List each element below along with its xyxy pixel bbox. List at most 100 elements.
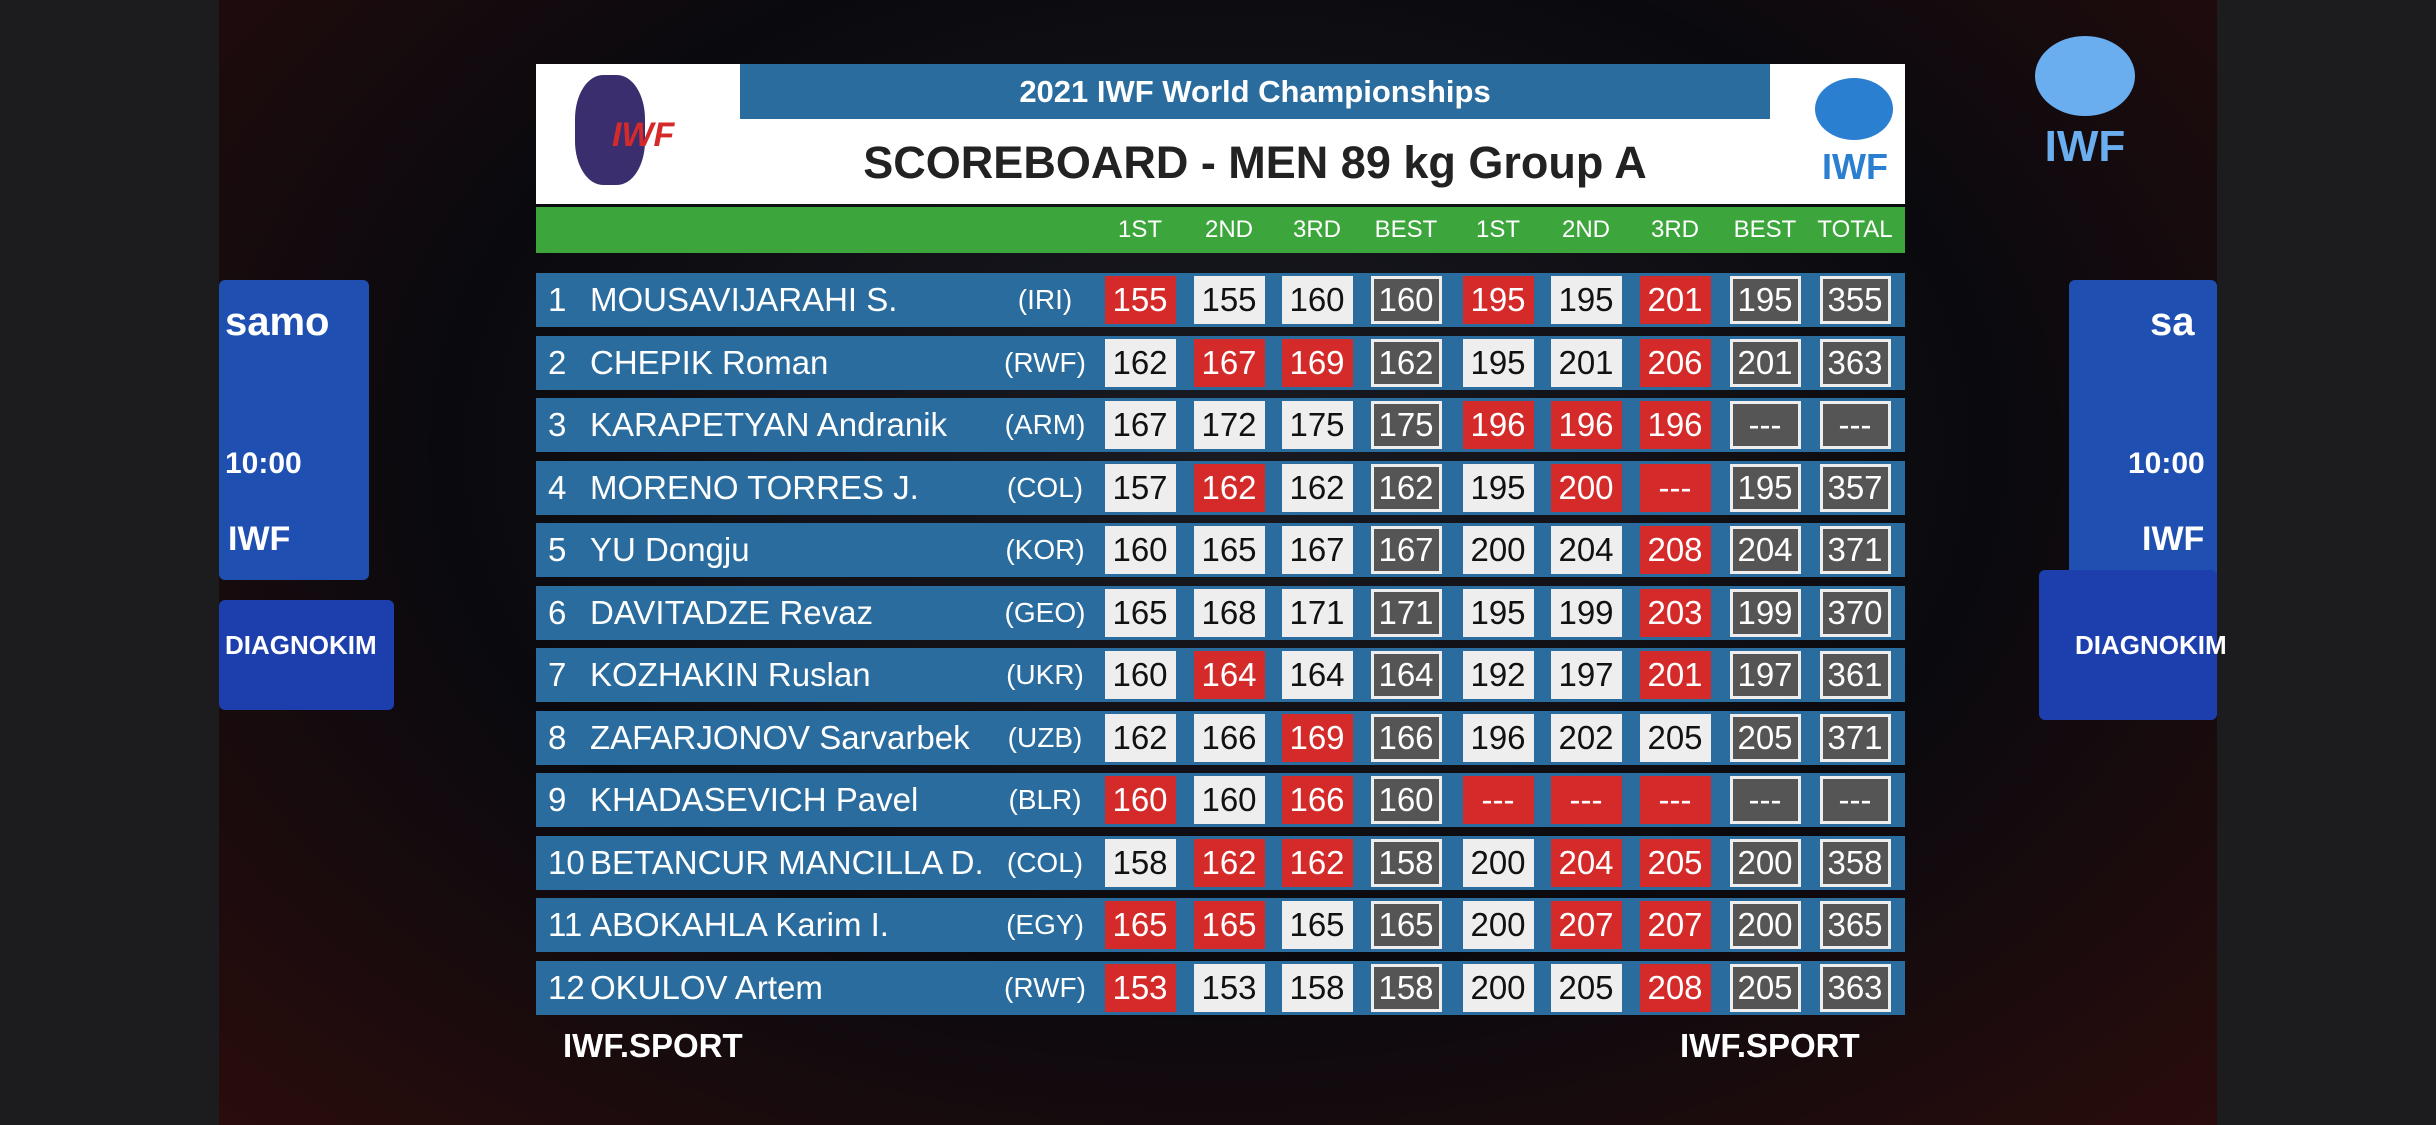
country: (IRI): [1017, 284, 1073, 315]
snatch-attempt: 165: [1193, 901, 1265, 949]
column-header: BEST: [1374, 216, 1438, 243]
cj-best: 204: [1729, 526, 1801, 574]
cj-best: 205: [1729, 713, 1801, 762]
total: 370: [1819, 588, 1891, 637]
banner-text: IWF: [2142, 520, 2205, 558]
banner-text: sa: [2150, 300, 2195, 344]
banner-text: samo: [225, 300, 330, 344]
athlete-name: KARAPETYAN Andranik: [590, 406, 948, 443]
rank: 12: [548, 968, 585, 1006]
snatch-attempt: 169: [1281, 713, 1353, 762]
country: (UKR): [1006, 659, 1084, 690]
cj-best: 205: [1729, 963, 1801, 1012]
banner-text: DIAGNOKIM: [225, 630, 377, 660]
snatch-attempt: 166: [1193, 713, 1265, 762]
cj-attempt: 201: [1639, 651, 1711, 699]
cj-attempt: ---: [1639, 463, 1711, 512]
corner-logo-text: IWF: [2044, 122, 2126, 171]
right-logo-text: IWF: [1822, 146, 1888, 187]
athlete-name: MOUSAVIJARAHI S.: [590, 281, 898, 318]
athlete-name: BETANCUR MANCILLA D.: [590, 843, 984, 881]
rank: 1: [548, 281, 567, 318]
cj-attempt: 204: [1550, 526, 1622, 574]
snatch-attempt: 157: [1104, 463, 1176, 512]
corner-logo-mark: [2035, 36, 2135, 116]
snatch-attempt: 160: [1104, 526, 1176, 574]
cj-attempt: 203: [1639, 588, 1711, 637]
snatch-attempt: 158: [1281, 963, 1353, 1012]
snatch-attempt: 162: [1281, 463, 1353, 512]
banner-text: IWF: [228, 520, 291, 558]
total: ---: [1819, 776, 1891, 824]
snatch-best: 166: [1370, 713, 1442, 762]
snatch-best: 164: [1370, 651, 1442, 699]
country: (BLR): [1008, 784, 1082, 815]
column-header: 1ST: [1117, 216, 1162, 243]
snatch-best: 171: [1370, 588, 1442, 637]
footer-right: IWF.SPORT: [1680, 1027, 1860, 1064]
rank: 10: [548, 843, 585, 881]
cj-attempt: 200: [1462, 901, 1534, 949]
snatch-attempt: 160: [1193, 776, 1265, 824]
total: 363: [1819, 338, 1891, 387]
left-logo-mark: [575, 75, 645, 185]
cj-attempt: 200: [1462, 526, 1534, 574]
cj-attempt: 195: [1462, 463, 1534, 512]
athlete-name: KOZHAKIN Ruslan: [590, 656, 871, 693]
cj-attempt: 207: [1639, 901, 1711, 949]
column-header: TOTAL: [1817, 216, 1893, 243]
cj-attempt: 196: [1462, 713, 1534, 762]
cj-best: 195: [1729, 463, 1801, 512]
snatch-attempt: 165: [1193, 526, 1265, 574]
snatch-attempt: 162: [1104, 713, 1176, 762]
snatch-attempt: 160: [1281, 276, 1353, 324]
total: 365: [1819, 901, 1891, 949]
snatch-attempt: 175: [1281, 401, 1353, 449]
snatch-attempt: 172: [1193, 401, 1265, 449]
snatch-attempt: 162: [1193, 838, 1265, 887]
snatch-best: 158: [1370, 963, 1442, 1012]
cj-attempt: 205: [1639, 838, 1711, 887]
snatch-attempt: 165: [1104, 588, 1176, 637]
country: (ARM): [1004, 409, 1086, 440]
athlete-name: ABOKAHLA Karim I.: [590, 906, 889, 943]
column-header-bar: [536, 207, 1905, 253]
cj-attempt: 201: [1550, 338, 1622, 387]
rank: 4: [548, 468, 567, 506]
rank: 8: [548, 718, 567, 756]
total: 358: [1819, 838, 1891, 887]
cj-attempt: 199: [1550, 588, 1622, 637]
cj-best: 197: [1729, 651, 1801, 699]
column-header: 3RD: [1650, 216, 1699, 243]
cj-attempt: 195: [1550, 276, 1622, 324]
banner-text: 10:00: [225, 447, 302, 480]
rank: 3: [548, 406, 567, 443]
total: 371: [1819, 713, 1891, 762]
right-logo-mark: [1815, 78, 1893, 140]
athlete-name: YU Dongju: [590, 531, 750, 568]
rank: 7: [548, 656, 567, 693]
right-banner: [2069, 280, 2217, 580]
athlete-name: KHADASEVICH Pavel: [590, 781, 919, 818]
total: 357: [1819, 463, 1891, 512]
right-banner-ad: [2039, 570, 2217, 720]
athlete-name: ZAFARJONOV Sarvarbek: [590, 718, 970, 756]
snatch-attempt: 160: [1104, 776, 1176, 824]
country: (EGY): [1006, 909, 1084, 940]
snatch-best: 175: [1370, 401, 1442, 449]
rank: 5: [548, 531, 567, 568]
total: 371: [1819, 526, 1891, 574]
cj-best: 200: [1729, 901, 1801, 949]
cj-attempt: 204: [1550, 838, 1622, 887]
total: ---: [1819, 401, 1891, 449]
total: 361: [1819, 651, 1891, 699]
banner-text: DIAGNOKIM: [2075, 630, 2227, 660]
cj-attempt: 205: [1550, 963, 1622, 1012]
snatch-best: 158: [1370, 838, 1442, 887]
snatch-best: 160: [1370, 776, 1442, 824]
snatch-attempt: 168: [1193, 588, 1265, 637]
snatch-attempt: 158: [1104, 838, 1176, 887]
cj-attempt: 206: [1639, 338, 1711, 387]
cj-attempt: 195: [1462, 338, 1534, 387]
cj-best: ---: [1729, 401, 1801, 449]
